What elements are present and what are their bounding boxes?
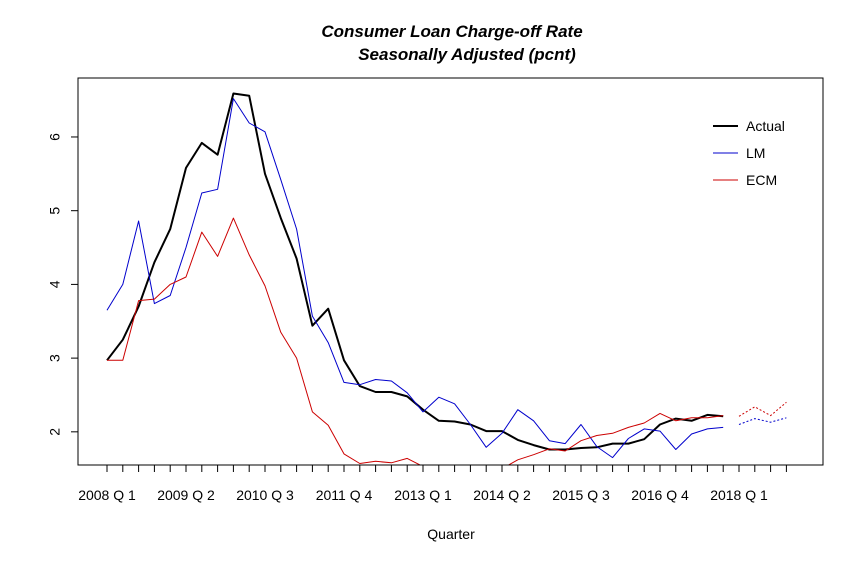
y-tick-label: 6 — [47, 133, 63, 141]
legend-label-ecm: ECM — [746, 172, 777, 188]
x-tick-label: 2014 Q 2 — [473, 487, 531, 503]
legend-label-lm: LM — [746, 145, 765, 161]
chart-title: Consumer Loan Charge-off Rate — [321, 22, 582, 41]
x-tick-label: 2015 Q 3 — [552, 487, 610, 503]
y-tick-label: 3 — [47, 354, 63, 362]
chart-subtitle: Seasonally Adjusted (pcnt) — [358, 45, 576, 64]
x-axis-label: Quarter — [427, 526, 475, 542]
x-tick-label: 2010 Q 3 — [236, 487, 294, 503]
legend: Actual LM ECM — [713, 118, 785, 188]
y-tick-label: 5 — [47, 207, 63, 215]
x-tick-label: 2009 Q 2 — [157, 487, 215, 503]
x-tick-label: 2008 Q 1 — [78, 487, 136, 503]
series-line-ecm — [107, 217, 724, 465]
series-layer — [106, 92, 787, 465]
y-tick-label: 2 — [47, 428, 63, 436]
series-line-actual — [106, 92, 724, 451]
y-tick-label: 4 — [47, 280, 63, 288]
legend-label-actual: Actual — [746, 118, 785, 134]
series-line-lm — [106, 98, 724, 459]
x-tick-label: 2016 Q 4 — [631, 487, 689, 503]
x-axis: 2008 Q 1 2009 Q 2 2010 Q 3 2011 Q 4 2013 Q 1… — [78, 465, 787, 503]
x-tick-label: 2013 Q 1 — [394, 487, 452, 503]
x-tick-label: 2018 Q 1 — [710, 487, 768, 503]
x-tick-label: 2011 Q 4 — [316, 487, 373, 503]
y-axis: 2 3 4 5 6 — [47, 133, 78, 436]
forecast-line-ecm — [738, 401, 787, 417]
plot-frame — [77, 77, 824, 466]
forecast-line-lm — [738, 417, 787, 425]
